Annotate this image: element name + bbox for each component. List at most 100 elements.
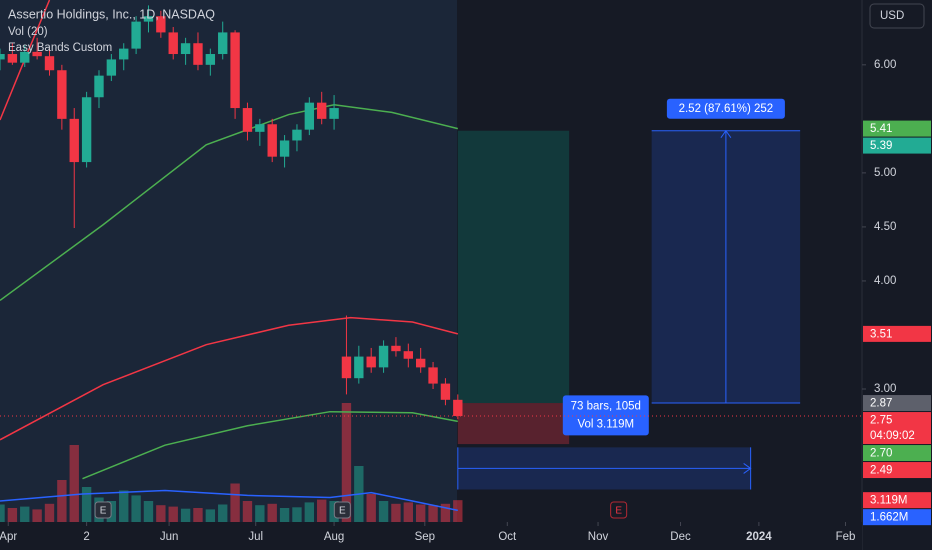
x-tick-label: Apr: [0, 531, 17, 543]
x-tick-label: Nov: [588, 531, 609, 543]
volume-bar: [304, 502, 315, 522]
candle-body: [378, 345, 389, 368]
candle-body: [242, 108, 253, 132]
x-tick-label: Dec: [670, 531, 691, 543]
price-label: 2.49: [870, 465, 892, 477]
x-tick-label: 2024: [746, 531, 772, 543]
earnings-marker[interactable]: [333, 501, 351, 519]
candle-body: [0, 54, 5, 60]
long-stop-zone: [457, 403, 570, 445]
date-range-label: 73 bars, 105d: [571, 400, 641, 412]
price-label-bg: [863, 445, 931, 462]
price-label-bg: [863, 395, 931, 412]
volume-bar: [267, 503, 277, 522]
volume-bar: [428, 505, 438, 522]
volume-bar: [440, 503, 451, 522]
candle-body: [168, 32, 178, 55]
volume-bar: [416, 504, 426, 522]
y-tick-label: 5.00: [874, 167, 896, 179]
price-label-bg: [863, 137, 931, 154]
volume-bar: [317, 499, 327, 522]
volume-bar: [341, 403, 352, 522]
currency-button[interactable]: [869, 3, 925, 29]
date-range-label-bg: [562, 395, 649, 436]
volume-bar: [205, 509, 216, 522]
x-tick-label: Oct: [498, 531, 517, 543]
price-label: 2.70: [870, 448, 892, 460]
candle-body: [106, 59, 117, 76]
candle-body: [341, 356, 352, 379]
candle-body: [44, 56, 55, 71]
long-target-zone: [457, 130, 570, 404]
earnings-label: E: [100, 506, 107, 517]
time-axis: [0, 522, 862, 550]
date-range-volume: Vol 3.119M: [577, 418, 634, 430]
volume-bar: [366, 494, 376, 522]
volume-bar: [57, 480, 67, 522]
volume-bar: [242, 501, 253, 522]
volume-bar: [218, 504, 228, 522]
x-tick-label: Sep: [415, 531, 435, 543]
volume-bar: [69, 445, 79, 522]
volume-bar: [193, 508, 203, 522]
y-tick-label: 6.00: [874, 59, 896, 71]
candle-body: [156, 16, 166, 33]
volume-bar: [403, 502, 414, 522]
volume-bar: [32, 509, 42, 522]
band-line: [82, 410, 458, 480]
price-label: 5.39: [870, 140, 892, 152]
candle-body: [440, 383, 451, 400]
currency: USD: [880, 10, 904, 22]
candle-body: [255, 124, 265, 132]
earnings-marker[interactable]: [94, 501, 112, 519]
candle-body: [366, 356, 376, 368]
volume-bar: [255, 505, 265, 522]
x-tick-label: Feb: [836, 531, 856, 543]
volume-bar: [81, 487, 92, 522]
price-label: 2.75: [870, 415, 892, 427]
earnings-label: E: [339, 506, 346, 517]
volume-bar: [131, 495, 141, 522]
price-label-bg: [863, 492, 931, 509]
volume-ma: [0, 489, 458, 512]
volume-bar: [279, 508, 290, 522]
volume-bar: [0, 504, 5, 522]
volume-bar: [230, 483, 240, 522]
volume-bar: [180, 508, 191, 522]
candle-body: [279, 140, 290, 157]
candle-body: [119, 48, 129, 60]
countdown: 04:09:02: [870, 430, 915, 442]
band-line: [0, 104, 458, 301]
candle-body: [193, 43, 203, 65]
price-label-bg: [863, 325, 931, 342]
candle-body: [143, 16, 154, 22]
earnings-marker[interactable]: [610, 501, 628, 519]
candle-body: [32, 51, 42, 57]
candle-body: [131, 21, 141, 49]
candle-body: [317, 102, 327, 119]
band-line: [0, 316, 458, 441]
indicator-name: Vol (20): [8, 26, 48, 38]
candle-body: [428, 367, 438, 384]
y-tick-label: 4.00: [874, 275, 896, 287]
volume-bar: [453, 500, 463, 522]
price-label-bg: [863, 412, 931, 445]
candle-body: [403, 351, 414, 359]
arrow-head: [743, 463, 752, 474]
volume-bar: [292, 507, 302, 522]
price-label-bg: [863, 509, 931, 526]
candle-body: [292, 129, 302, 141]
y-tick-label: 4.50: [874, 221, 896, 233]
price-label: 5.41: [870, 123, 892, 135]
price-label: 2.87: [870, 398, 892, 410]
volume-bar: [7, 508, 18, 522]
candle-body: [453, 399, 463, 417]
x-tick-label: Jul: [248, 531, 263, 543]
y-tick-label: 3.00: [874, 383, 896, 395]
volume-bar: [44, 503, 55, 522]
chart-title: Assertio Holdings, Inc., 1D, NASDAQ: [8, 7, 215, 21]
price-label: 1.662M: [870, 512, 908, 524]
candle-body: [391, 345, 401, 352]
candle-body: [205, 54, 216, 65]
candle-body: [267, 124, 277, 157]
